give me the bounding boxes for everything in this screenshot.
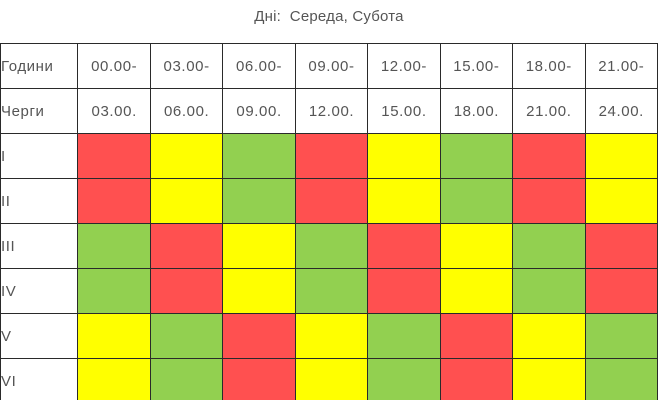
status-cell-yellow <box>512 358 586 400</box>
queue-row: IV <box>0 268 658 314</box>
status-cell-yellow <box>222 268 296 314</box>
status-cell-yellow <box>294 358 369 400</box>
status-cell-yellow <box>77 358 151 400</box>
hours-slot-end: 18.00. <box>439 88 514 134</box>
queue-row: III <box>0 223 658 269</box>
hours-slot-start: 15.00- <box>439 43 514 89</box>
hours-slot-start: 06.00- <box>222 43 296 89</box>
status-cell-green <box>439 133 514 179</box>
status-cell-green <box>77 223 151 269</box>
status-cell-red <box>149 268 224 314</box>
hours-slot-start: 03.00- <box>149 43 224 89</box>
queue-label: III <box>0 223 79 269</box>
status-cell-yellow <box>149 133 224 179</box>
hours-slot-end: 09.00. <box>222 88 296 134</box>
status-cell-yellow <box>77 313 151 359</box>
queue-row: V <box>0 313 658 359</box>
days-value: Середа, Субота <box>289 8 404 25</box>
status-cell-green <box>439 178 514 224</box>
hours-row: Години 00.00- 03.00- 06.00- 09.00- 12.00… <box>0 43 658 89</box>
status-cell-green <box>512 268 586 314</box>
status-cell-red <box>77 178 151 224</box>
queue-row: II <box>0 178 658 224</box>
status-cell-red <box>584 268 658 314</box>
status-cell-green <box>222 178 296 224</box>
hours-slot-start: 21.00- <box>584 43 658 89</box>
days-caption: Дні: Середа, Субота <box>0 8 658 25</box>
hours-slot-start: 12.00- <box>367 43 441 89</box>
status-cell-yellow <box>584 178 658 224</box>
queues-row-label: Черги <box>0 88 79 134</box>
days-label: Дні: <box>254 8 282 25</box>
queue-label: I <box>0 133 79 179</box>
queue-row: VI <box>0 358 658 400</box>
hours-slot-end: 21.00. <box>512 88 586 134</box>
status-cell-red <box>222 313 296 359</box>
status-cell-red <box>367 223 441 269</box>
queue-label: VI <box>0 358 79 400</box>
queue-label: II <box>0 178 79 224</box>
status-cell-green <box>222 133 296 179</box>
status-cell-yellow <box>294 313 369 359</box>
status-cell-green <box>77 268 151 314</box>
status-cell-green <box>512 223 586 269</box>
status-cell-yellow <box>512 313 586 359</box>
status-cell-red <box>439 313 514 359</box>
hours-slot-end: 15.00. <box>367 88 441 134</box>
status-cell-green <box>294 223 369 269</box>
queues-header-row: Черги 03.00. 06.00. 09.00. 12.00. 15.00.… <box>0 88 658 134</box>
status-cell-green <box>367 358 441 400</box>
status-cell-yellow <box>367 178 441 224</box>
status-cell-green <box>584 313 658 359</box>
status-cell-red <box>512 178 586 224</box>
status-cell-red <box>222 358 296 400</box>
status-cell-red <box>584 223 658 269</box>
queue-rows: I II III IV V VI <box>0 133 658 400</box>
status-cell-red <box>294 133 369 179</box>
status-cell-red <box>367 268 441 314</box>
status-cell-yellow <box>222 223 296 269</box>
status-cell-green <box>584 358 658 400</box>
status-cell-red <box>149 223 224 269</box>
schedule-table: Години 00.00- 03.00- 06.00- 09.00- 12.00… <box>0 43 658 400</box>
queue-label: IV <box>0 268 79 314</box>
status-cell-green <box>367 313 441 359</box>
hours-slot-start: 09.00- <box>294 43 369 89</box>
status-cell-red <box>77 133 151 179</box>
status-cell-red <box>512 133 586 179</box>
status-cell-green <box>149 358 224 400</box>
status-cell-yellow <box>439 268 514 314</box>
status-cell-yellow <box>584 133 658 179</box>
status-cell-yellow <box>367 133 441 179</box>
hours-slot-end: 24.00. <box>584 88 658 134</box>
status-cell-yellow <box>149 178 224 224</box>
hours-slot-start: 18.00- <box>512 43 586 89</box>
status-cell-red <box>439 358 514 400</box>
queue-row: I <box>0 133 658 179</box>
hours-slot-end: 06.00. <box>149 88 224 134</box>
status-cell-green <box>294 268 369 314</box>
hours-row-label: Години <box>0 43 79 89</box>
hours-slot-start: 00.00- <box>77 43 151 89</box>
queue-label: V <box>0 313 79 359</box>
status-cell-green <box>149 313 224 359</box>
status-cell-yellow <box>439 223 514 269</box>
hours-slot-end: 03.00. <box>77 88 151 134</box>
hours-slot-end: 12.00. <box>294 88 369 134</box>
status-cell-red <box>294 178 369 224</box>
